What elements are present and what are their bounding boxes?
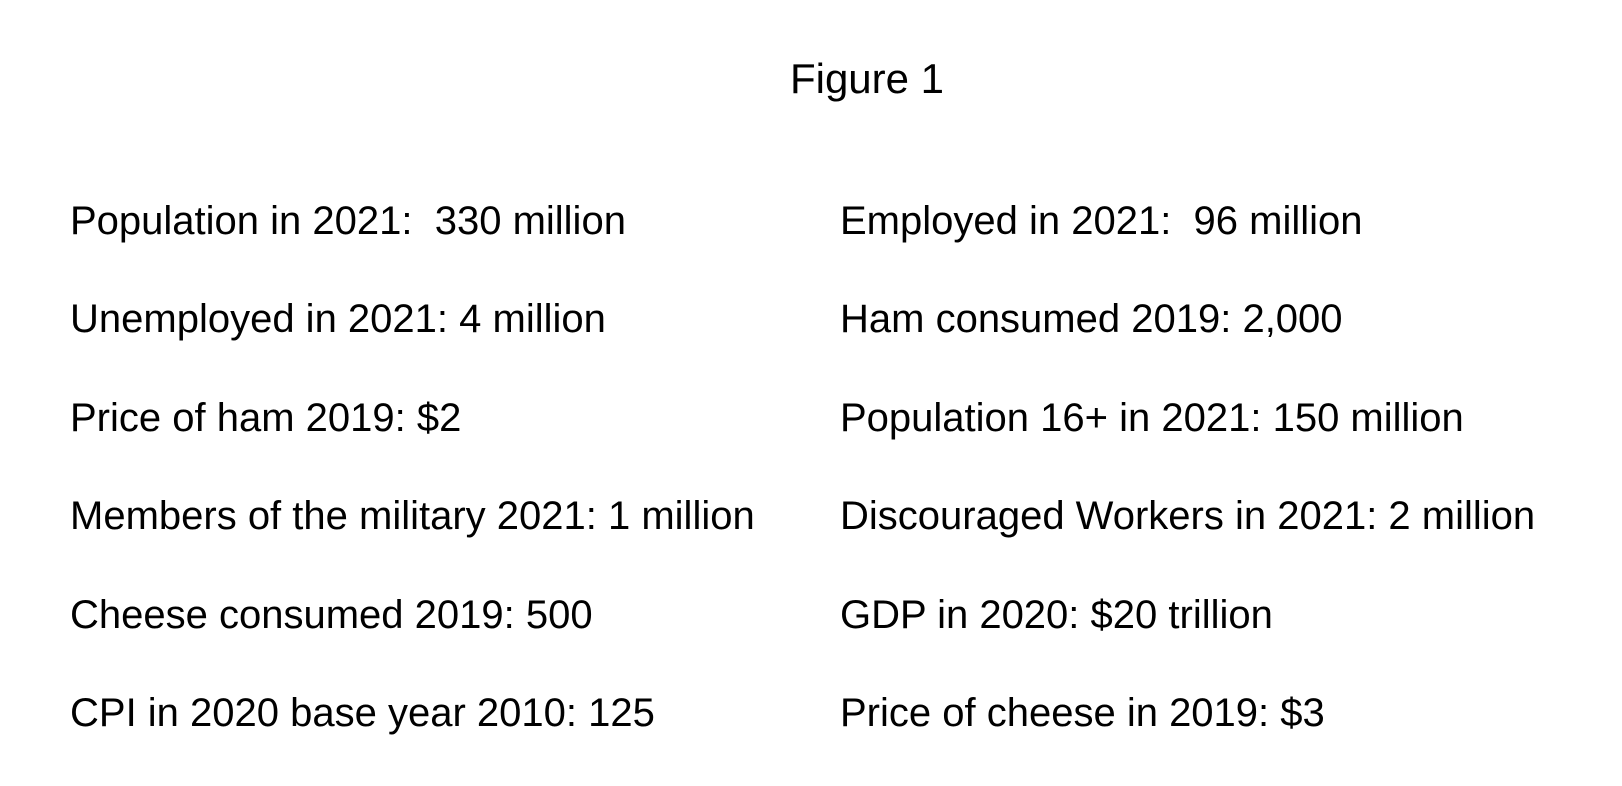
figure-title-text: Figure 1	[789, 55, 945, 102]
fact-employed-2021: Employed in 2021: 96 million	[840, 199, 1363, 243]
facts-right-column: Employed in 2021: 96 million Ham consume…	[840, 196, 1535, 786]
figure-title: Figure 1	[0, 54, 1622, 104]
fact-cheese-consumed-2019: Cheese consumed 2019: 500	[70, 592, 593, 637]
fact-ham-consumed-2019: Ham consumed 2019: 2,000	[840, 297, 1343, 342]
fact-price-ham-2019: Price of ham 2019: $2	[70, 395, 462, 440]
facts-left-column: Population in 2021: 330 million Unemploy…	[70, 196, 755, 786]
fact-unemployed-2021: Unemployed in 2021: 4 million	[70, 297, 606, 342]
fact-price-cheese-2019: Price of cheese in 2019: $3	[840, 690, 1325, 735]
fact-population-2021: Population in 2021: 330 million	[70, 199, 626, 243]
fact-gdp-2020: GDP in 2020: $20 trillion	[840, 592, 1273, 637]
fact-military-2021: Members of the military 2021: 1 million	[70, 494, 755, 539]
fact-population-16plus-2021: Population 16+ in 2021: 150 million	[840, 395, 1464, 440]
fact-cpi-2020: CPI in 2020 base year 2010: 125	[70, 690, 655, 735]
fact-discouraged-workers-2021: Discouraged Workers in 2021: 2 million	[840, 494, 1536, 539]
